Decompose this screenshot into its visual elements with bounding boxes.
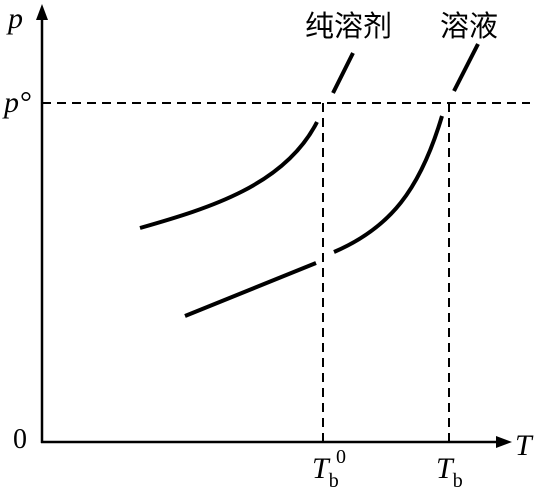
y-tick-label: 0 <box>13 424 27 455</box>
solvent-curve <box>331 52 355 94</box>
tick-main: T <box>436 452 455 485</box>
x-axis-label: T <box>515 429 534 462</box>
y-axis-label: p <box>6 2 23 35</box>
x-arrow <box>496 436 512 448</box>
tick-sup: 0 <box>336 446 346 468</box>
y-tick-label: p° <box>2 86 31 119</box>
curve-label: 纯溶剂 <box>305 9 392 43</box>
tick-sub: b <box>329 470 339 492</box>
x-tick-label: Tb <box>436 452 463 492</box>
solution-curve <box>333 115 444 254</box>
x-tick-label: Tb0 <box>312 446 346 492</box>
tick-main: T <box>312 452 331 485</box>
curve-label: 溶液 <box>440 9 498 43</box>
solvent-curve <box>139 121 319 230</box>
solution-curve <box>184 261 317 318</box>
tick-sub: b <box>453 470 463 492</box>
solution-curve <box>452 43 480 92</box>
y-arrow <box>36 4 48 20</box>
